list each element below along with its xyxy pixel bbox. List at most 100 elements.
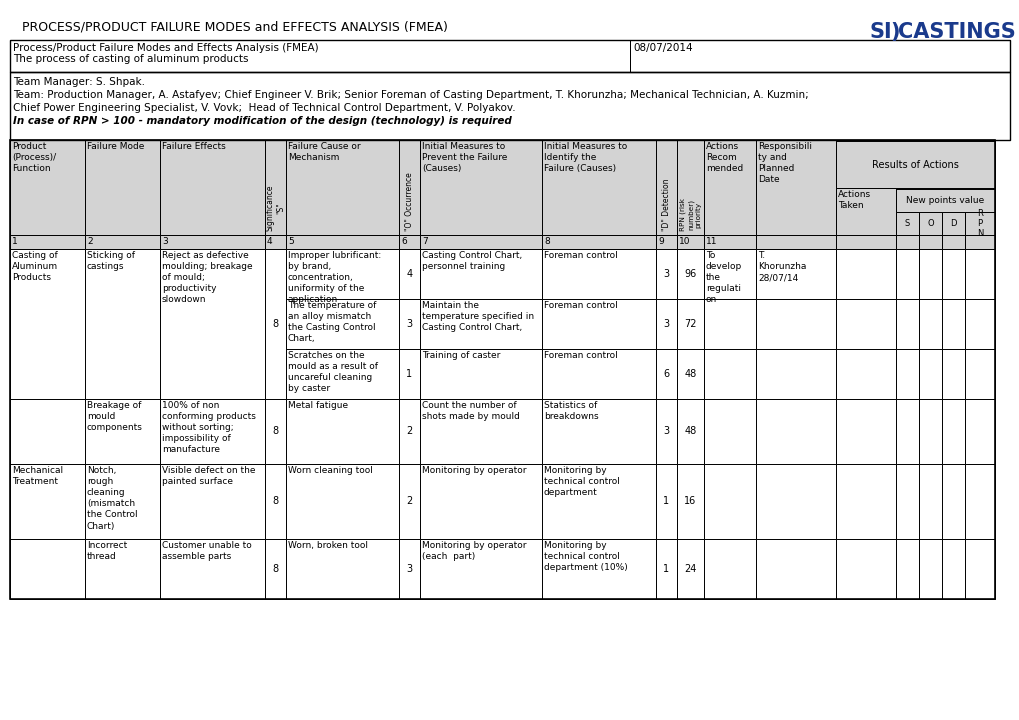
Bar: [918, 539, 942, 599]
Bar: [964, 399, 994, 464]
Bar: [703, 299, 755, 349]
Bar: [655, 249, 677, 299]
Bar: [836, 299, 895, 349]
Text: Foreman control: Foreman control: [543, 351, 618, 360]
Bar: [918, 249, 942, 299]
Text: 96: 96: [684, 269, 696, 279]
Bar: [10, 40, 630, 72]
Bar: [655, 464, 677, 539]
Text: Statistics of
breakdowns: Statistics of breakdowns: [543, 401, 598, 421]
Bar: [895, 399, 918, 464]
Text: 8: 8: [272, 319, 278, 329]
Text: Metal fatigue: Metal fatigue: [287, 401, 347, 410]
Bar: [10, 72, 1009, 140]
Bar: [755, 235, 836, 249]
Bar: [895, 249, 918, 299]
Bar: [677, 249, 703, 299]
Bar: [420, 299, 541, 349]
Bar: [755, 539, 836, 599]
Text: 48: 48: [684, 369, 696, 379]
Text: D: D: [950, 219, 956, 228]
Bar: [85, 249, 160, 399]
Bar: [541, 140, 655, 235]
Bar: [703, 249, 755, 299]
Bar: [160, 235, 265, 249]
Text: Initial Measures to
Identify the
Failure (Causes): Initial Measures to Identify the Failure…: [543, 142, 627, 174]
Bar: [160, 249, 265, 399]
Text: Results of Actions: Results of Actions: [871, 160, 958, 169]
Bar: [942, 464, 964, 539]
Bar: [285, 235, 398, 249]
Text: ): ): [890, 22, 899, 42]
Bar: [420, 349, 541, 399]
Bar: [265, 249, 285, 399]
Bar: [398, 140, 420, 235]
Text: T.
Khorunzha
28/07/14: T. Khorunzha 28/07/14: [757, 251, 806, 282]
Text: CASTINGS: CASTINGS: [897, 22, 1015, 42]
Bar: [285, 399, 398, 464]
Text: Worn cleaning tool: Worn cleaning tool: [287, 466, 373, 475]
Text: Actions
Recom
mended: Actions Recom mended: [705, 142, 743, 174]
Text: "O" Occurrence: "O" Occurrence: [405, 172, 414, 231]
Text: 7: 7: [422, 238, 427, 246]
Bar: [677, 399, 703, 464]
Text: 4: 4: [267, 238, 272, 246]
Bar: [964, 212, 994, 235]
Bar: [160, 140, 265, 235]
Text: Visible defect on the
painted surface: Visible defect on the painted surface: [162, 466, 255, 486]
Bar: [836, 249, 895, 299]
Bar: [918, 399, 942, 464]
Text: 8: 8: [272, 426, 278, 436]
Bar: [541, 464, 655, 539]
Bar: [895, 539, 918, 599]
Text: 8: 8: [272, 564, 278, 574]
Text: 8: 8: [272, 497, 278, 506]
Bar: [398, 249, 420, 299]
Bar: [942, 299, 964, 349]
Bar: [85, 235, 160, 249]
Text: Foreman control: Foreman control: [543, 301, 618, 310]
Text: Significance
"S": Significance "S": [266, 184, 285, 231]
Text: 3: 3: [662, 269, 668, 279]
Bar: [285, 249, 398, 299]
Bar: [703, 399, 755, 464]
Text: Monitoring by operator: Monitoring by operator: [422, 466, 526, 475]
Bar: [285, 539, 398, 599]
Bar: [420, 235, 541, 249]
Text: 3: 3: [662, 319, 668, 329]
Bar: [964, 235, 994, 249]
Text: Monitoring by
technical control
department (10%): Monitoring by technical control departme…: [543, 541, 627, 572]
Text: Training of caster: Training of caster: [422, 351, 500, 360]
Bar: [398, 539, 420, 599]
Bar: [918, 464, 942, 539]
Bar: [942, 235, 964, 249]
Bar: [630, 40, 1009, 72]
Bar: [703, 140, 755, 235]
Bar: [285, 464, 398, 539]
Bar: [918, 235, 942, 249]
Bar: [755, 140, 836, 235]
Text: 3: 3: [662, 426, 668, 436]
Text: 11: 11: [705, 238, 716, 246]
Text: "D" Detection: "D" Detection: [661, 179, 671, 231]
Bar: [942, 539, 964, 599]
Text: 1: 1: [662, 497, 668, 506]
Text: 2: 2: [406, 497, 413, 506]
Text: Notch,
rough
cleaning
(mismatch
the Control
Chart): Notch, rough cleaning (mismatch the Cont…: [87, 466, 138, 531]
Bar: [10, 40, 1009, 72]
Bar: [655, 399, 677, 464]
Bar: [265, 235, 285, 249]
Bar: [398, 349, 420, 399]
Bar: [420, 539, 541, 599]
Bar: [10, 539, 85, 599]
Text: Scratches on the
mould as a result of
uncareful cleaning
by caster: Scratches on the mould as a result of un…: [287, 351, 378, 393]
Text: 1: 1: [12, 238, 17, 246]
Bar: [265, 399, 285, 464]
Bar: [942, 349, 964, 399]
Text: Team: Production Manager, A. Astafyev; Chief Engineer V. Brik; Senior Foreman of: Team: Production Manager, A. Astafyev; C…: [13, 90, 808, 100]
Text: New points value: New points value: [906, 196, 983, 205]
Text: 2: 2: [87, 238, 93, 246]
Text: Sticking of
castings: Sticking of castings: [87, 251, 135, 271]
Text: Improper lubrificant:
by brand,
concentration,
uniformity of the
application: Improper lubrificant: by brand, concentr…: [287, 251, 381, 305]
Text: 3: 3: [406, 319, 412, 329]
